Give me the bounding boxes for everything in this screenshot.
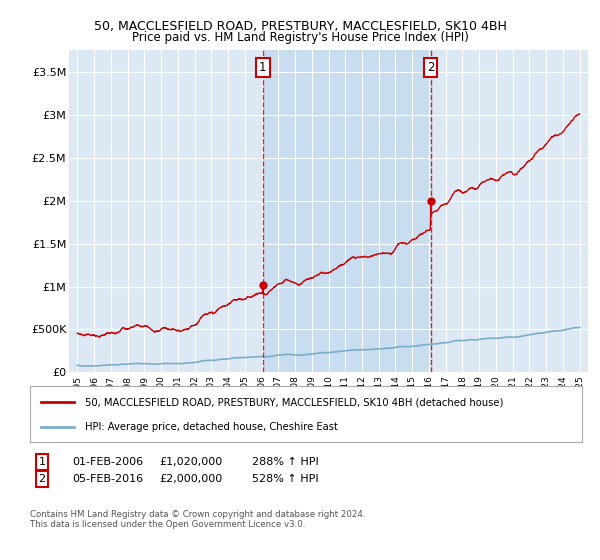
- Bar: [263, 50, 431, 372]
- Text: £2,000,000: £2,000,000: [159, 474, 222, 484]
- Text: Price paid vs. HM Land Registry's House Price Index (HPI): Price paid vs. HM Land Registry's House …: [131, 31, 469, 44]
- Text: 01-FEB-2006: 01-FEB-2006: [72, 457, 143, 467]
- Text: 1: 1: [38, 457, 46, 467]
- Text: 50, MACCLESFIELD ROAD, PRESTBURY, MACCLESFIELD, SK10 4BH (detached house): 50, MACCLESFIELD ROAD, PRESTBURY, MACCLE…: [85, 397, 503, 407]
- Text: 2: 2: [427, 61, 434, 74]
- Text: Contains HM Land Registry data © Crown copyright and database right 2024.
This d: Contains HM Land Registry data © Crown c…: [30, 510, 365, 529]
- Text: £1,020,000: £1,020,000: [159, 457, 222, 467]
- Text: 05-FEB-2016: 05-FEB-2016: [72, 474, 143, 484]
- Text: HPI: Average price, detached house, Cheshire East: HPI: Average price, detached house, Ches…: [85, 422, 338, 432]
- Text: 1: 1: [259, 61, 266, 74]
- Text: 288% ↑ HPI: 288% ↑ HPI: [252, 457, 319, 467]
- Text: 528% ↑ HPI: 528% ↑ HPI: [252, 474, 319, 484]
- Text: 50, MACCLESFIELD ROAD, PRESTBURY, MACCLESFIELD, SK10 4BH: 50, MACCLESFIELD ROAD, PRESTBURY, MACCLE…: [94, 20, 506, 32]
- Text: 2: 2: [38, 474, 46, 484]
